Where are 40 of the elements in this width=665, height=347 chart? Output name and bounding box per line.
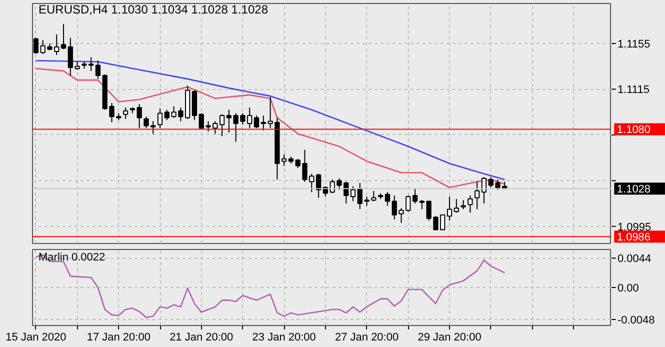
ref-line-label: 1.0986	[616, 232, 651, 244]
ref-line-label: 1.1028	[616, 184, 651, 196]
y-tick-label: 1.0995	[617, 221, 652, 234]
y-tick-label: 0.00	[617, 282, 639, 294]
candlestick	[481, 176, 487, 204]
candlestick	[468, 195, 473, 214]
candlestick	[412, 188, 418, 204]
x-tick-label: 23 Jan 20:00	[252, 332, 316, 344]
candlestick	[316, 173, 322, 198]
y-tick-label: -0.0048	[617, 314, 655, 326]
candlestick	[254, 115, 260, 129]
candlestick	[384, 192, 390, 206]
x-tick-label: 29 Jan 20:00	[418, 332, 482, 344]
candlestick	[122, 107, 128, 120]
candlestick	[371, 190, 376, 202]
x-tick-label: 21 Jan 20:00	[170, 332, 234, 344]
y-tick-label: 1.1115	[617, 84, 650, 96]
candlestick	[474, 181, 480, 210]
chart-title: EURUSD,H4 1.1030 1.1034 1.1028 1.1028	[38, 2, 268, 16]
candlestick	[60, 24, 66, 50]
candlestick	[33, 37, 39, 54]
candlestick	[419, 200, 425, 210]
candlestick	[226, 109, 232, 134]
candlestick	[406, 195, 411, 212]
x-tick-label: 15 Jan 2020	[6, 332, 66, 344]
y-tick-label: 0.0044	[617, 253, 652, 266]
x-tick-label: 27 Jan 20:00	[335, 332, 399, 344]
candlestick	[157, 108, 163, 129]
candlestick	[454, 198, 459, 214]
candlestick	[136, 104, 142, 129]
x-tick-label: 17 Jan 20:00	[86, 332, 150, 344]
candlestick	[192, 90, 198, 121]
candlestick	[95, 60, 101, 80]
candlestick	[446, 196, 452, 222]
candlestick	[219, 114, 225, 137]
ref-line-label: 1.1080	[616, 124, 651, 136]
candlestick	[350, 186, 356, 202]
y-tick-label: 1.1155	[617, 38, 650, 50]
line-series	[35, 254, 506, 318]
candlestick	[460, 200, 466, 210]
